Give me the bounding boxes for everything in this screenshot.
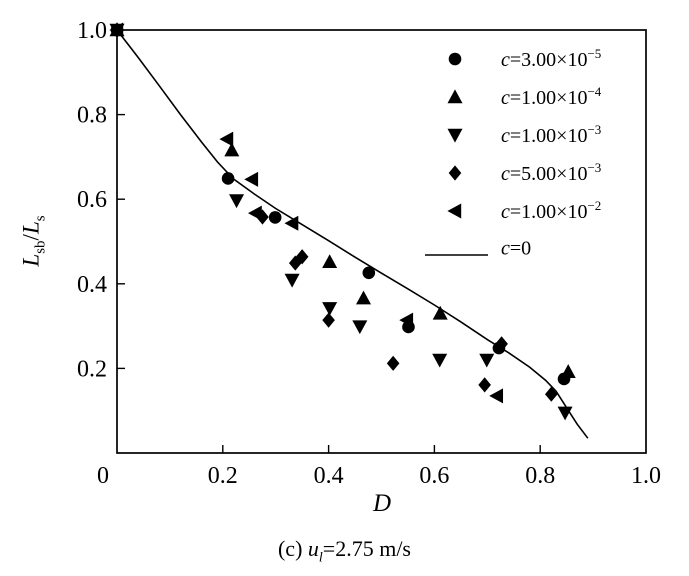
legend-label: c=1.00×10−3 (501, 122, 602, 147)
legend-item-c-1e-2: c=1.00×10−2 (424, 192, 664, 230)
marker-c-1e-3 (352, 320, 368, 335)
figure-caption: (c) ul=2.75 m/s (0, 536, 689, 566)
x-tick-label: 0.8 (525, 463, 555, 489)
marker-c-1e-4 (356, 290, 372, 305)
marker-c-1e-4 (322, 254, 338, 269)
x-tick-label: 0 (97, 463, 109, 489)
legend-item-c-1e-4: c=1.00×10−4 (424, 78, 664, 116)
legend-marker-icon (447, 128, 463, 143)
marker-c-5e-3 (256, 209, 269, 225)
y-axis-label-denominator-sub: s (32, 215, 49, 222)
x-tick-label: 0.6 (419, 463, 449, 489)
y-axis-label-numerator-sub: sb (32, 240, 49, 254)
y-tick-label: 1.0 (77, 18, 107, 44)
legend-marker-icon (447, 203, 462, 219)
legend-line-swatch (425, 254, 488, 256)
x-axis-label: D (372, 490, 392, 517)
legend-marker-icon (448, 52, 462, 66)
legend-item-c-5e-3: c=5.00×10−3 (424, 154, 664, 192)
marker-c-1e-2 (489, 388, 504, 404)
legend-label: c=1.00×10−4 (501, 84, 602, 109)
y-axis-label-divider: / (18, 234, 44, 241)
marker-c-1e-3 (432, 353, 448, 368)
marker-c-1e-2 (219, 131, 234, 147)
marker-c-5e-3 (322, 312, 335, 328)
marker-c-5e-3 (295, 249, 309, 265)
legend-marker-icon (447, 89, 463, 104)
marker-c-1e-4 (432, 305, 448, 320)
marker-c-5e-3 (495, 336, 508, 352)
legend: c=3.00×10−5 c=1.00×10−4 c=1.00×10−3 c=5.00×… (424, 40, 664, 268)
plot-frame (116, 29, 647, 454)
curve-c-0 (116, 29, 589, 439)
marker-c-3e-5 (362, 266, 376, 280)
caption-value: =2.75 m/s (322, 536, 411, 561)
marker-c-1e-4 (224, 142, 240, 157)
marker-c-1e-4 (560, 364, 576, 378)
legend-label: c=3.00×10−5 (501, 46, 602, 71)
marker-c-1e-3 (322, 302, 338, 316)
legend-marker-icon (448, 165, 462, 181)
marker-c-1e-3 (479, 353, 495, 368)
x-tick-label: 1.0 (631, 463, 661, 489)
y-axis-label-denominator: L (18, 221, 44, 235)
x-tick-label: 0.4 (314, 463, 344, 489)
marker-c-1e-2 (244, 171, 259, 187)
marker-c-5e-3 (386, 355, 400, 371)
legend-item-c-1e-3: c=1.00×10−3 (424, 116, 664, 154)
y-axis-label-numerator: L (18, 253, 44, 267)
x-tick-label: 0.2 (208, 463, 238, 489)
marker-c-3e-5 (221, 172, 235, 185)
y-tick-label: 0.6 (77, 187, 107, 213)
marker-c-1e-3 (229, 194, 245, 209)
marker-c-1e-2 (247, 205, 262, 221)
marker-c-1e-2 (399, 312, 414, 328)
marker-c-1e-3 (284, 273, 300, 288)
y-tick-label: 0.4 (77, 272, 107, 298)
caption-variable: u (307, 536, 319, 561)
marker-c-5e-3 (545, 386, 558, 402)
legend-item-c-3e-5: c=3.00×10−5 (424, 40, 664, 78)
legend-label: c=1.00×10−2 (501, 198, 602, 223)
legend-label: c=0 (501, 237, 532, 260)
legend-label: c=5.00×10−3 (501, 160, 602, 185)
y-tick-label: 0.8 (77, 103, 107, 129)
caption-subscript: l (318, 550, 323, 566)
marker-c-3e-5 (268, 211, 282, 224)
y-tick-label: 0.2 (77, 356, 107, 382)
caption-prefix: (c) (277, 536, 308, 561)
y-axis-label: Lsb/Ls (19, 215, 50, 266)
legend-item-c-0: c=0 (424, 230, 664, 268)
marker-c-5e-3 (478, 377, 491, 393)
